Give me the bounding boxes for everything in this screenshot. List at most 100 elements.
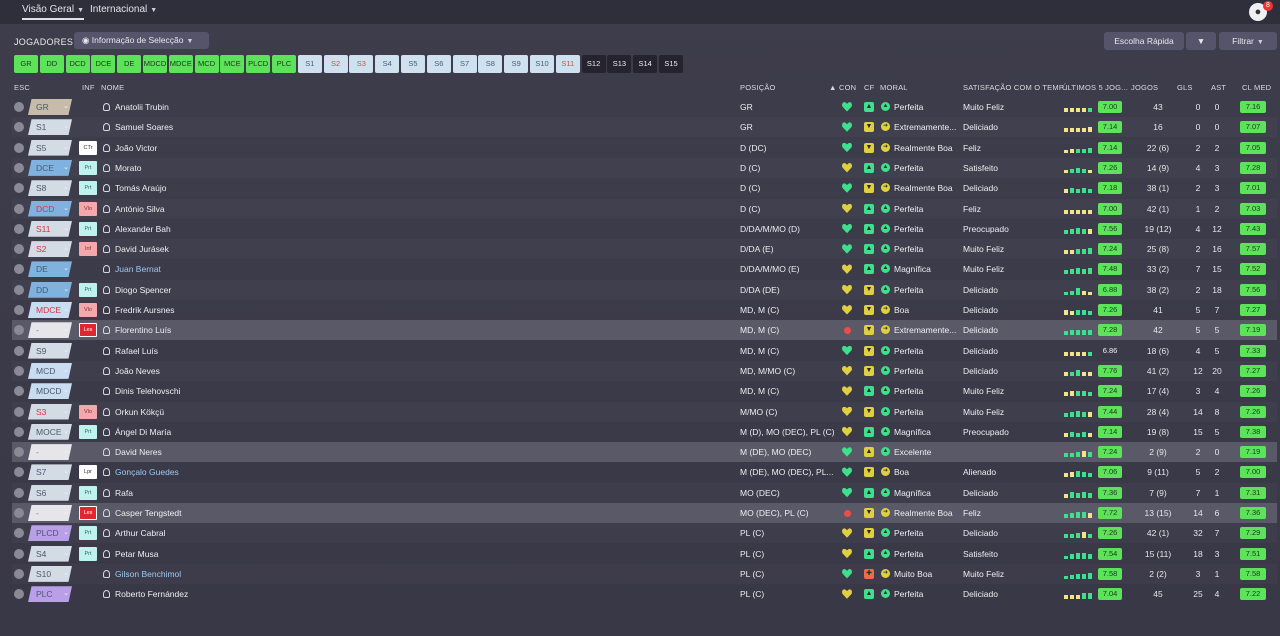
table-row[interactable]: S3 ⌄ Vlo Orkun Kökçü M/MO (C) ▼ ▲ Perfeita Muito… (12, 402, 1277, 422)
player-name[interactable]: Florentino Luís (115, 325, 172, 336)
player-name[interactable]: Gonçalo Guedes (115, 467, 179, 478)
position-select[interactable]: S5 (28, 139, 72, 156)
header-jogos[interactable]: JOGOS (1131, 83, 1159, 92)
chevron-down-icon[interactable]: ⌄ (63, 204, 69, 212)
table-row[interactable]: PLC ⌄ Roberto Fernández PL (C) ▲ ▲ Perfeita Del… (12, 584, 1277, 604)
info-badge[interactable]: Prt (79, 424, 97, 439)
row-select-checkbox[interactable] (14, 244, 24, 255)
position-chip[interactable]: DD (39, 55, 64, 73)
position-select[interactable]: PLCD (28, 525, 72, 542)
table-row[interactable]: MCD ⌄ João Neves MD, M/MO (C) ▼ ▲ Perfeita Deli… (12, 361, 1277, 381)
chevron-down-icon[interactable]: ⌄ (63, 549, 69, 557)
player-name[interactable]: Diogo Spencer (115, 284, 172, 295)
chevron-down-icon[interactable]: ⌄ (63, 509, 69, 516)
chevron-down-icon[interactable]: ⌄ (63, 448, 69, 456)
position-select[interactable]: DCD (28, 200, 72, 217)
row-select-checkbox[interactable] (14, 325, 24, 336)
table-row[interactable]: S5 ⌄ CTr João Victor D (DC) ▼ ➜ Realmente Boa Fe… (12, 138, 1277, 158)
position-chip[interactable]: DE (117, 55, 142, 73)
position-chip[interactable]: MDCD (143, 55, 167, 73)
position-chip[interactable]: S4 (375, 55, 400, 73)
position-select[interactable]: S10 (28, 565, 72, 582)
row-select-checkbox[interactable] (14, 568, 24, 579)
info-badge[interactable]: Prt (79, 485, 97, 500)
position-select[interactable]: S8 (28, 180, 72, 197)
chevron-down-icon[interactable]: ⌄ (63, 265, 69, 273)
player-name[interactable]: Casper Tengstedt (115, 508, 182, 518)
player-name[interactable]: Roberto Fernández (115, 589, 189, 600)
row-select-checkbox[interactable] (14, 426, 24, 437)
player-name[interactable]: Fredrik Aursnes (115, 305, 175, 315)
row-select-checkbox[interactable] (14, 528, 24, 539)
chevron-down-icon[interactable]: ⌄ (63, 346, 69, 354)
row-select-checkbox[interactable] (14, 589, 24, 600)
position-select[interactable]: DCE (28, 159, 72, 176)
position-chip[interactable]: S15 (659, 55, 683, 73)
row-select-checkbox[interactable] (14, 345, 24, 356)
table-row[interactable]: S6 ⌄ Prt Rafa MO (DEC) ▲ ▲ Magnífica Deliciado 7.… (12, 483, 1277, 503)
position-select[interactable]: S2 (28, 241, 72, 258)
notifications-icon[interactable]: ● (1249, 3, 1267, 21)
header-satisfacao[interactable]: SATISFAÇÃO COM O TEMP... (963, 83, 1070, 92)
row-select-checkbox[interactable] (14, 122, 24, 133)
position-chip[interactable]: S13 (607, 55, 632, 73)
position-chip[interactable]: MDCE (168, 55, 193, 73)
position-chip[interactable]: S14 (633, 55, 658, 73)
chevron-down-icon[interactable]: ⌄ (63, 306, 69, 313)
info-badge[interactable]: Vlo (79, 303, 97, 317)
position-select[interactable]: PLC (28, 586, 72, 603)
chevron-down-icon[interactable]: ⌄ (63, 143, 69, 151)
chevron-down-icon[interactable]: ⌄ (63, 103, 69, 110)
position-chip[interactable]: S12 (581, 55, 606, 73)
table-row[interactable]: PLCD ⌄ Prt Arthur Cabral PL (C) ▼ ▲ Perfeita Del… (12, 523, 1277, 543)
position-select[interactable]: S9 (28, 342, 72, 359)
filter-button[interactable]: Filtrar ▼ (1219, 32, 1277, 50)
position-chip[interactable]: S8 (478, 55, 503, 73)
player-name[interactable]: David Jurásek (115, 244, 169, 255)
player-name[interactable]: Orkun Kökçü (115, 406, 165, 417)
info-badge[interactable]: Les (79, 323, 97, 338)
position-select[interactable]: - (28, 444, 72, 461)
position-chip[interactable]: S11 (555, 55, 580, 73)
quick-pick-dropdown[interactable]: ▼ (1186, 32, 1216, 50)
player-name[interactable]: Samuel Soares (115, 122, 174, 133)
position-select[interactable]: S4 (28, 545, 72, 562)
header-cl-med[interactable]: CL MED (1242, 83, 1272, 92)
position-chip[interactable]: PLCD (246, 55, 271, 73)
player-name[interactable]: António Silva (115, 203, 165, 214)
player-name[interactable]: Anatolii Trubin (115, 102, 169, 112)
position-select[interactable]: S1 (28, 119, 72, 136)
chevron-down-icon[interactable]: ⌄ (63, 285, 69, 293)
header-ultimos-jogos[interactable]: ÚLTIMOS 5 JOG... (1062, 83, 1128, 92)
player-name[interactable]: Petar Musa (115, 548, 159, 559)
chevron-down-icon[interactable]: ⌄ (63, 123, 69, 131)
info-badge[interactable]: Les (79, 506, 97, 520)
position-select[interactable]: - (28, 322, 72, 339)
table-row[interactable]: S10 ⌄ Gilson Benchimol PL (C) ✚ ➜ Muito Boa Mui… (12, 564, 1277, 584)
player-name[interactable]: Juan Bernat (115, 264, 161, 275)
row-select-checkbox[interactable] (14, 223, 24, 234)
table-row[interactable]: DCD ⌄ Vlo António Silva D (C) ▲ ▲ Perfeita Feliz… (12, 199, 1277, 219)
info-badge[interactable]: Prt (79, 160, 97, 175)
row-select-checkbox[interactable] (14, 447, 24, 458)
table-row[interactable]: S2 ⌄ Inf David Jurásek D/DA (E) ▲ ▲ Perfeita Mui… (12, 239, 1277, 259)
table-row[interactable]: S9 ⌄ Rafael Luís MD, M (C) ▼ ▲ Perfeita Delicia… (12, 341, 1277, 361)
row-select-checkbox[interactable] (14, 284, 24, 295)
info-badge[interactable]: Prt (79, 546, 97, 561)
chevron-down-icon[interactable]: ⌄ (63, 427, 69, 435)
position-select[interactable]: MCD (28, 362, 72, 379)
table-row[interactable]: S4 ⌄ Prt Petar Musa PL (C) ▲ ▲ Perfeita Satisfei… (12, 544, 1277, 564)
table-row[interactable]: S8 ⌄ Prt Tomás Araújo D (C) ▼ ➜ Realmente Boa De… (12, 178, 1277, 198)
table-row[interactable]: - ⌄ David Neres M (DE), MO (DEC) ▲ ▲ Excelente… (12, 442, 1277, 463)
position-chip[interactable]: S3 (349, 55, 374, 73)
position-chip[interactable]: S2 (323, 55, 348, 73)
info-badge[interactable]: Prt (79, 526, 97, 541)
info-badge[interactable]: Prt (79, 221, 97, 236)
position-chip[interactable]: S7 (452, 55, 477, 73)
row-select-checkbox[interactable] (14, 102, 24, 112)
row-select-checkbox[interactable] (14, 162, 24, 173)
header-cf[interactable]: CF (864, 83, 875, 92)
player-name[interactable]: Morato (115, 162, 142, 173)
player-name[interactable]: Dinis Telehovschi (115, 386, 181, 397)
position-select[interactable]: DD (28, 281, 72, 298)
